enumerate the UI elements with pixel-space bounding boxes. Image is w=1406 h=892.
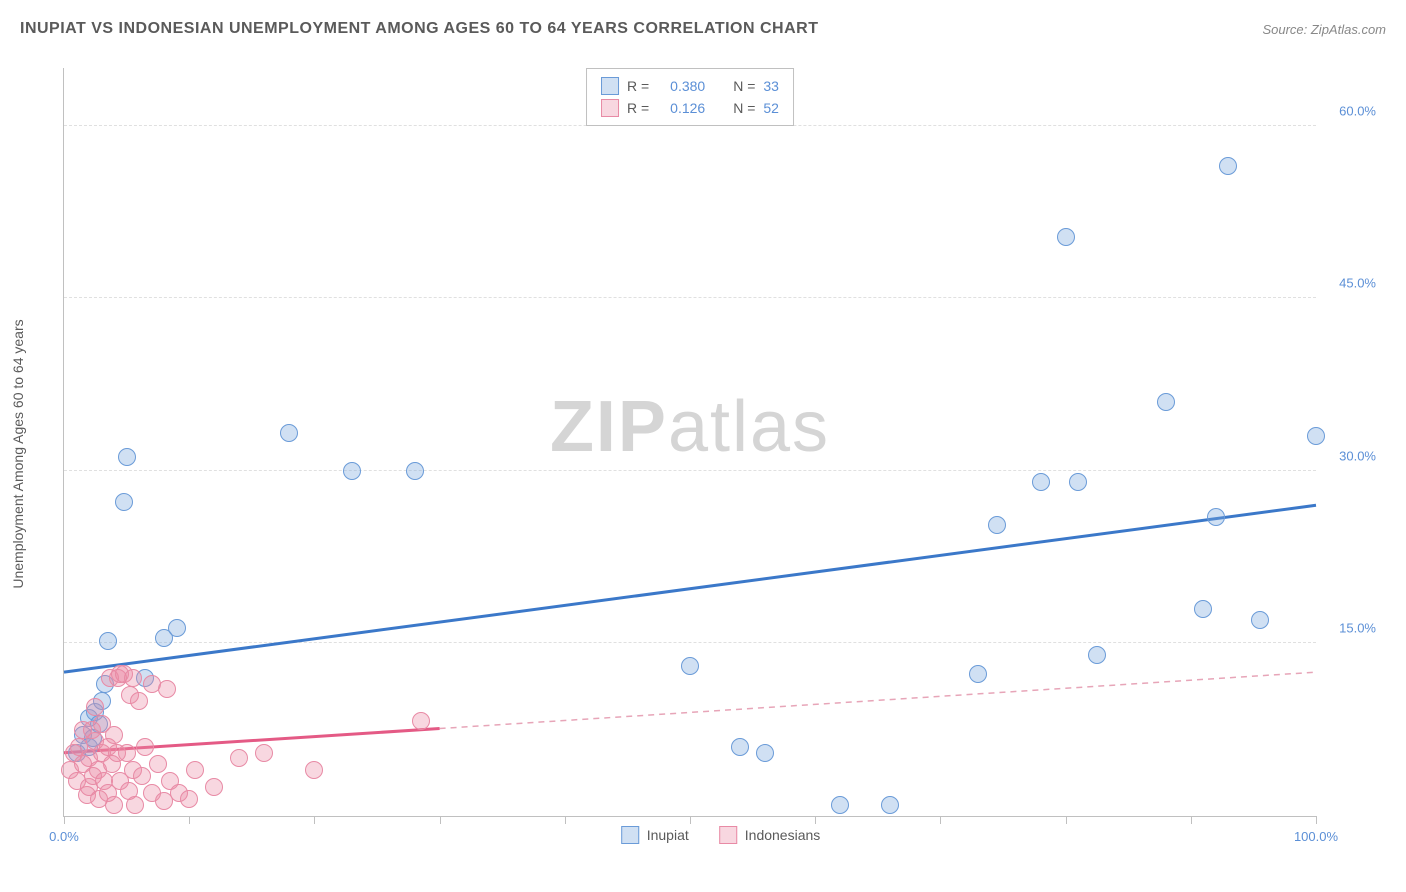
- x-tick-label: 0.0%: [49, 829, 79, 844]
- n-label: N =: [733, 78, 755, 94]
- data-point: [124, 669, 142, 687]
- data-point: [1307, 427, 1325, 445]
- x-tick: [690, 816, 691, 824]
- x-tick: [440, 816, 441, 824]
- x-tick: [565, 816, 566, 824]
- data-point: [86, 698, 104, 716]
- data-point: [280, 424, 298, 442]
- x-tick-label: 100.0%: [1294, 829, 1338, 844]
- data-point: [133, 767, 151, 785]
- y-axis-label: Unemployment Among Ages 60 to 64 years: [10, 319, 26, 588]
- data-point: [149, 755, 167, 773]
- data-point: [255, 744, 273, 762]
- legend-series-item: Inupiat: [621, 826, 689, 844]
- data-point: [1157, 393, 1175, 411]
- n-label: N =: [733, 100, 755, 116]
- legend-stats-row: R = 0.126 N = 52: [601, 97, 779, 119]
- y-tick-label: 60.0%: [1339, 103, 1376, 118]
- data-point: [406, 462, 424, 480]
- data-point: [115, 493, 133, 511]
- data-point: [412, 712, 430, 730]
- data-point: [186, 761, 204, 779]
- x-tick: [815, 816, 816, 824]
- r-value: 0.126: [657, 100, 705, 116]
- chart-container: INUPIAT VS INDONESIAN UNEMPLOYMENT AMONG…: [0, 0, 1406, 892]
- legend-stats-box: R = 0.380 N = 33 R = 0.126 N = 52: [586, 68, 794, 126]
- x-tick: [314, 816, 315, 824]
- y-tick-label: 45.0%: [1339, 276, 1376, 291]
- data-point: [105, 796, 123, 814]
- x-tick: [1191, 816, 1192, 824]
- chart-title: INUPIAT VS INDONESIAN UNEMPLOYMENT AMONG…: [20, 20, 818, 38]
- data-point: [343, 462, 361, 480]
- data-point: [756, 744, 774, 762]
- legend-stats-row: R = 0.380 N = 33: [601, 75, 779, 97]
- source-label: Source: ZipAtlas.com: [1262, 22, 1386, 37]
- x-tick: [1066, 816, 1067, 824]
- data-point: [1251, 611, 1269, 629]
- legend-swatch: [719, 826, 737, 844]
- y-tick-label: 30.0%: [1339, 448, 1376, 463]
- legend-swatch: [601, 77, 619, 95]
- x-tick: [1316, 816, 1317, 824]
- legend-series-label: Inupiat: [647, 827, 689, 843]
- data-point: [1057, 228, 1075, 246]
- n-value: 33: [763, 78, 779, 94]
- data-point: [136, 738, 154, 756]
- data-point: [205, 778, 223, 796]
- data-point: [305, 761, 323, 779]
- r-label: R =: [627, 78, 649, 94]
- data-point: [1069, 473, 1087, 491]
- legend-series-item: Indonesians: [719, 826, 821, 844]
- data-point: [1219, 157, 1237, 175]
- data-point: [118, 448, 136, 466]
- data-point: [1207, 508, 1225, 526]
- data-point: [969, 665, 987, 683]
- data-point: [230, 749, 248, 767]
- legend-swatch: [621, 826, 639, 844]
- n-value: 52: [763, 100, 779, 116]
- data-point: [1194, 600, 1212, 618]
- x-tick: [64, 816, 65, 824]
- data-point: [99, 632, 117, 650]
- data-point: [831, 796, 849, 814]
- data-point: [1032, 473, 1050, 491]
- x-tick: [189, 816, 190, 824]
- r-value: 0.380: [657, 78, 705, 94]
- data-point: [881, 796, 899, 814]
- data-point: [988, 516, 1006, 534]
- data-point: [126, 796, 144, 814]
- data-point: [158, 680, 176, 698]
- trend-overlay: [64, 68, 1316, 816]
- legend-series: Inupiat Indonesians: [621, 826, 821, 844]
- legend-series-label: Indonesians: [745, 827, 821, 843]
- data-point: [180, 790, 198, 808]
- data-point: [130, 692, 148, 710]
- title-bar: INUPIAT VS INDONESIAN UNEMPLOYMENT AMONG…: [20, 20, 1386, 38]
- data-point: [168, 619, 186, 637]
- data-point: [1088, 646, 1106, 664]
- plot-region: ZIPatlas R =0.380N =33R =0.126N =52 15.0…: [63, 68, 1316, 817]
- data-point: [105, 726, 123, 744]
- data-point: [731, 738, 749, 756]
- data-point: [681, 657, 699, 675]
- data-point: [118, 744, 136, 762]
- x-tick: [940, 816, 941, 824]
- r-label: R =: [627, 100, 649, 116]
- legend-swatch: [601, 99, 619, 117]
- chart-area: ZIPatlas R =0.380N =33R =0.126N =52 15.0…: [55, 60, 1386, 852]
- y-tick-label: 15.0%: [1339, 621, 1376, 636]
